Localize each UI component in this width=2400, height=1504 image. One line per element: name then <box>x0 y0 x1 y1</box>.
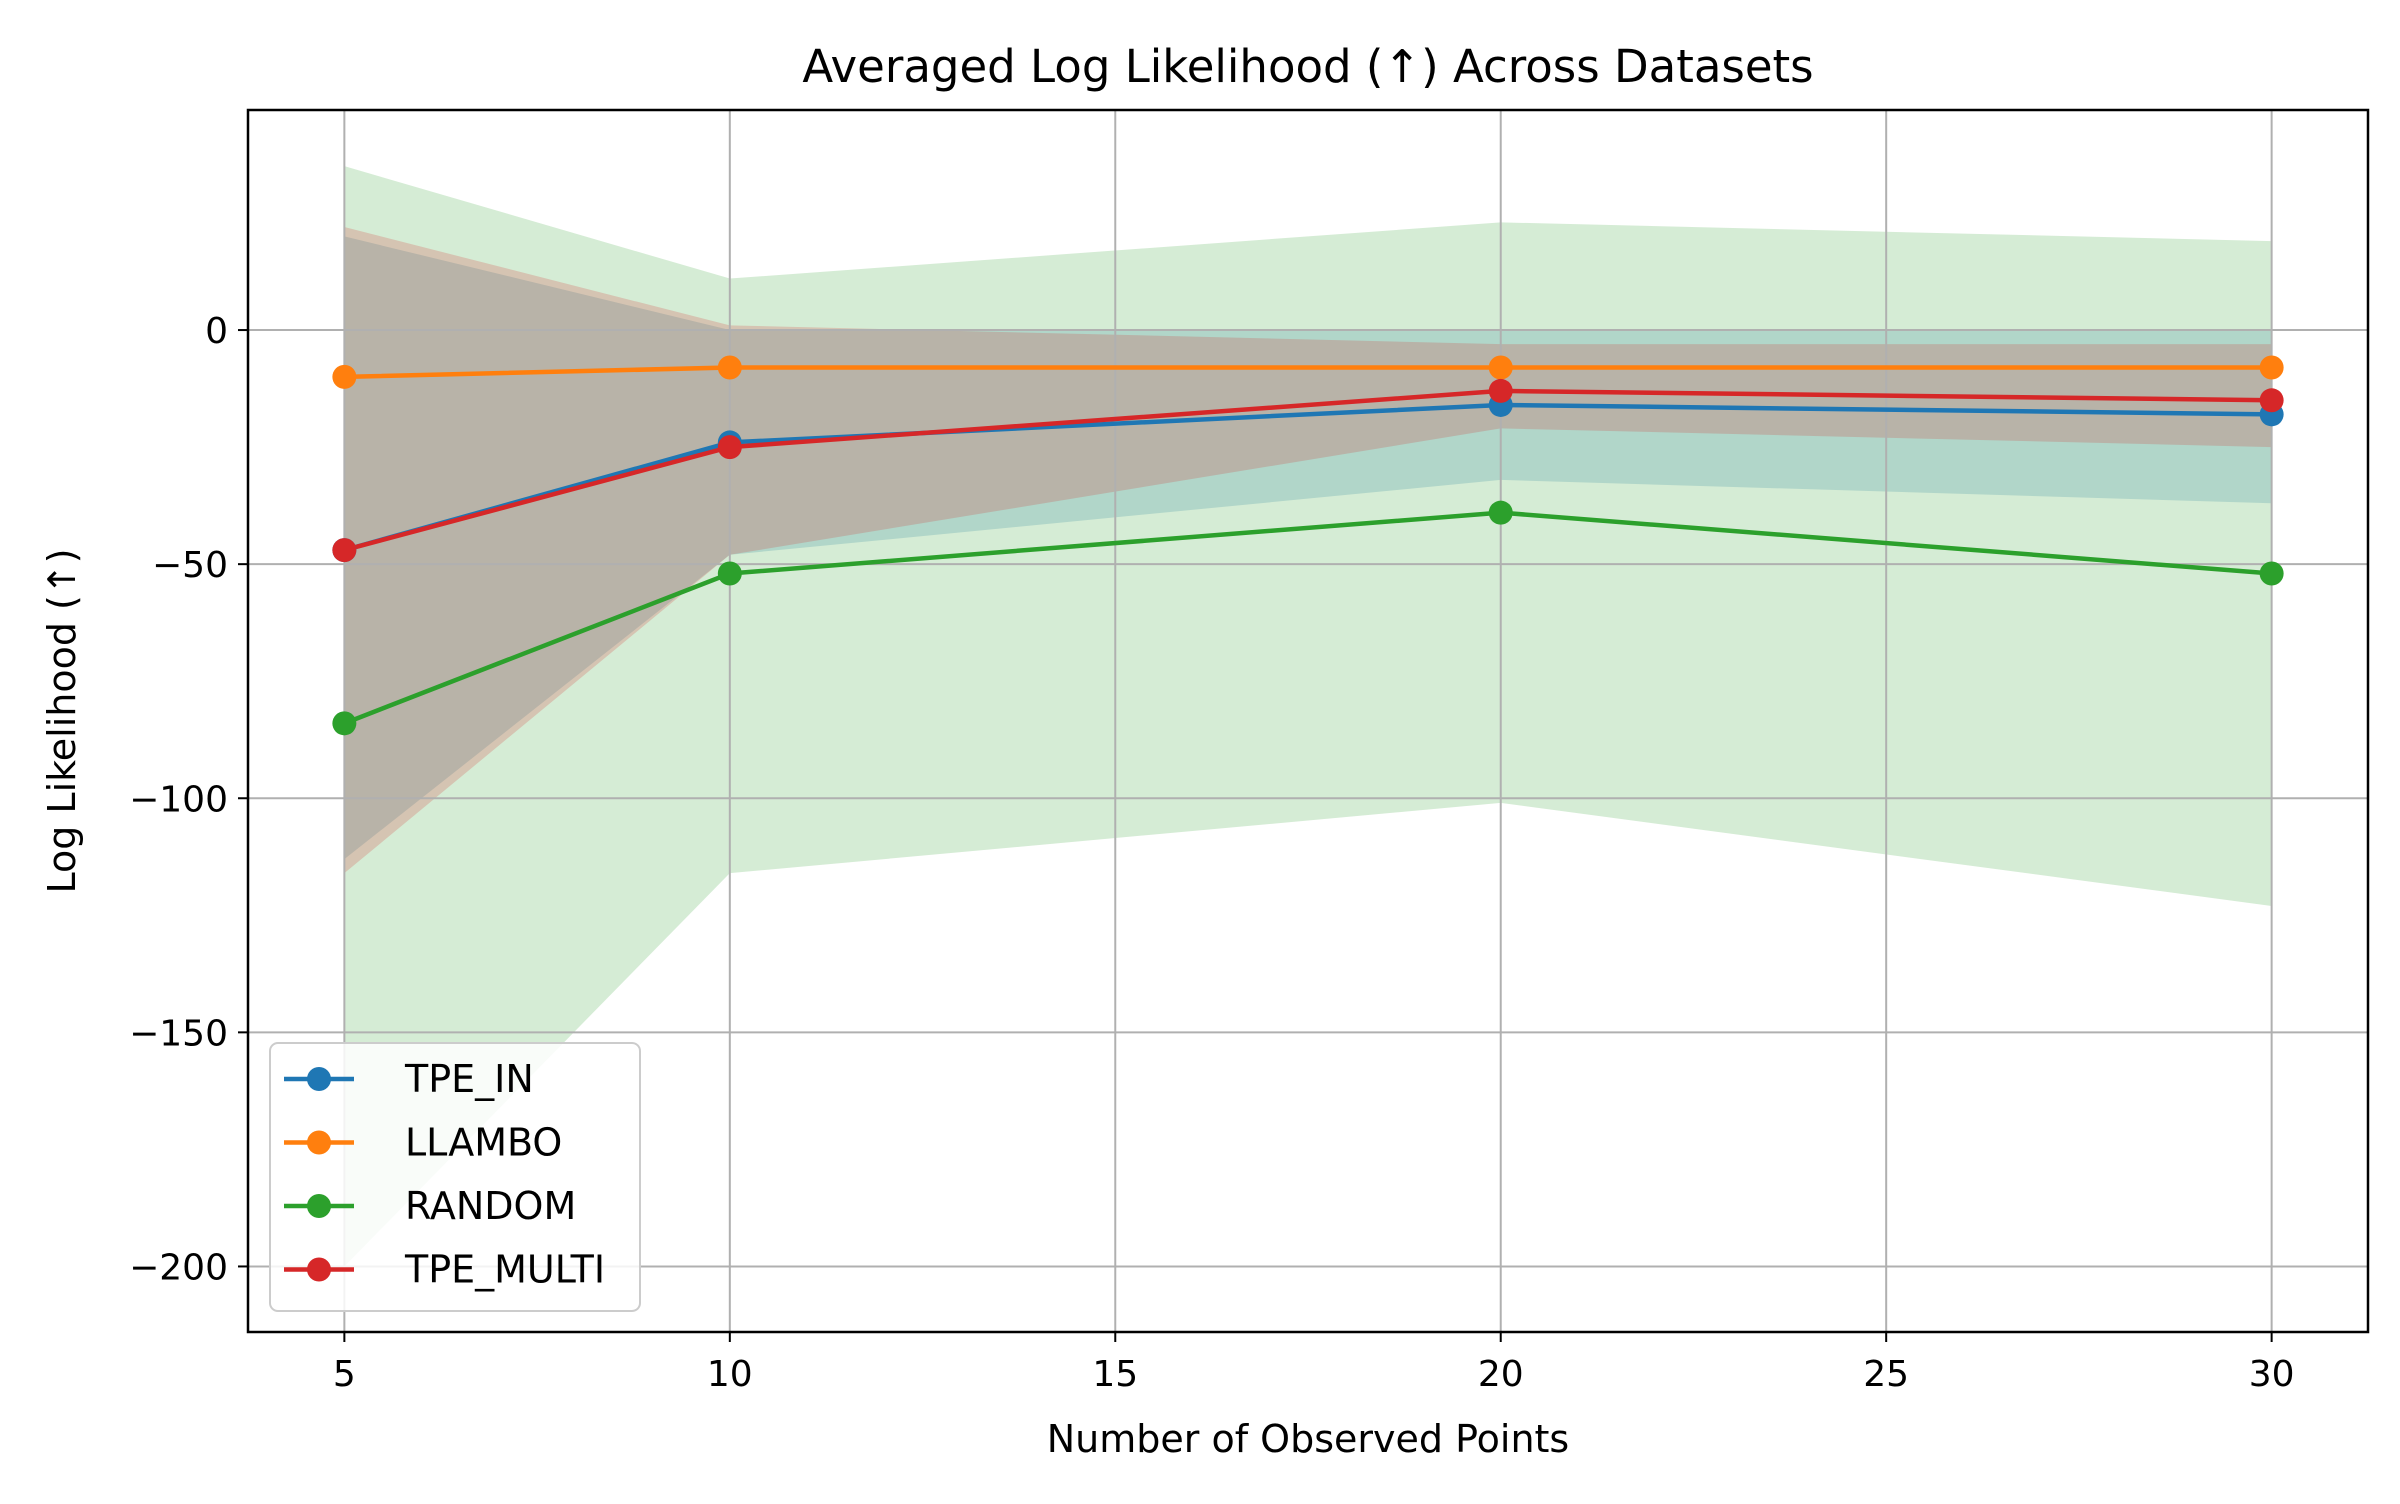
data-point-llambo <box>717 355 742 380</box>
data-point-llambo <box>2259 355 2284 380</box>
axis-ticks: 5 10 15 20 25 30 0 −50 −100 −150 −200 <box>129 311 2294 1395</box>
legend-marker-tpe-in <box>307 1067 331 1091</box>
data-point-random <box>1488 500 1513 525</box>
series-markers <box>332 355 2284 736</box>
data-point-random <box>2259 561 2284 586</box>
x-tick-label: 30 <box>2249 1354 2295 1395</box>
data-point-random <box>332 711 357 736</box>
data-point-llambo <box>1488 355 1513 380</box>
chart-title: Averaged Log Likelihood (↑) Across Datas… <box>802 40 1813 93</box>
data-point-tpe-multi <box>717 435 742 460</box>
series-lines <box>343 365 2272 726</box>
y-tick-label: −100 <box>129 779 228 820</box>
x-tick-label: 25 <box>1863 1354 1909 1395</box>
legend-marker-tpe-multi <box>307 1257 331 1282</box>
series-line-llambo <box>344 365 2272 380</box>
legend-label-tpe-in: TPE_IN <box>404 1057 534 1101</box>
legend-label-llambo: LLAMBO <box>405 1121 562 1165</box>
y-tick-label: −200 <box>129 1247 228 1288</box>
band-tpe-in <box>344 236 2272 860</box>
legend-marker-random <box>307 1194 331 1218</box>
series-line-tpe-multi <box>343 388 2272 553</box>
legend-marker-llambo <box>307 1130 331 1155</box>
y-axis-label: Log Likelihood (↑) <box>40 548 84 893</box>
data-point-tpe-multi <box>332 538 357 563</box>
band-tpe-multi <box>344 227 2272 874</box>
y-tick-label: 0 <box>205 311 228 352</box>
x-axis-label: Number of Observed Points <box>1047 1417 1569 1461</box>
y-tick-label: −150 <box>129 1013 228 1054</box>
legend-label-random: RANDOM <box>405 1184 576 1228</box>
data-point-random <box>717 561 742 586</box>
series-line-random <box>343 510 2272 726</box>
x-tick-label: 20 <box>1478 1354 1524 1395</box>
data-point-llambo <box>332 364 357 389</box>
x-tick-label: 10 <box>707 1354 753 1395</box>
y-tick-label: −50 <box>152 545 228 586</box>
x-tick-label: 15 <box>1092 1354 1138 1395</box>
data-point-tpe-multi <box>1488 378 1513 403</box>
x-tick-label: 5 <box>333 1354 356 1395</box>
legend-box <box>269 1042 641 1312</box>
data-point-tpe-multi <box>2259 388 2284 413</box>
legend: TPE_IN LLAMBO RANDOM TPE_MULTI <box>269 1042 641 1312</box>
legend-label-tpe-multi: TPE_MULTI <box>404 1248 605 1292</box>
plot-frame <box>246 108 2370 1334</box>
series-line-tpe-in <box>343 402 2272 553</box>
